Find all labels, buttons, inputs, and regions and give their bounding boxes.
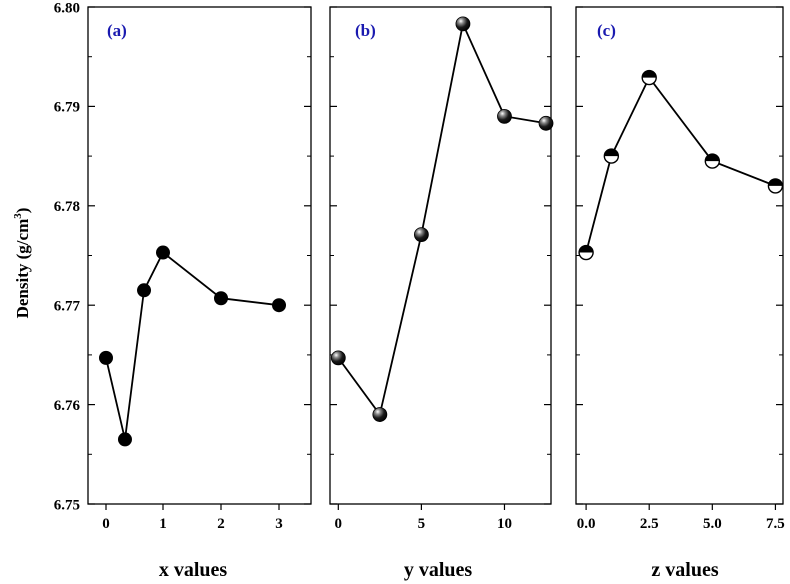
y-tick-label: 6.79 (54, 100, 80, 116)
data-point-half (642, 70, 657, 78)
x-tick-label: 0 (335, 516, 343, 532)
panel-a-series-line (105, 251, 280, 440)
x-tick-label: 0.0 (577, 516, 596, 532)
data-point-half (705, 154, 720, 162)
data-point (455, 16, 471, 32)
panel-b-label: (b) (355, 21, 376, 40)
data-point (372, 407, 388, 422)
panel-a: (a) x values 6.75 6.76 6.77 6.78 6.79 6.80 0 1 2… (54, 0, 312, 581)
data-point (99, 350, 113, 365)
x-tick-label: 5.0 (703, 516, 722, 532)
panel-c-x-axis-title: z values (651, 559, 718, 581)
panel-a-x-axis-title: x values (159, 559, 228, 581)
panel-b-x-axis-title: y values (404, 559, 473, 581)
y-tick-label: 6.78 (54, 199, 80, 215)
panel-c-y-ticks (576, 6, 783, 505)
panel-a-frame (87, 6, 312, 505)
y-tick-label: 6.75 (54, 497, 80, 513)
panel-a-x-ticks: 0 1 2 3 (102, 504, 283, 532)
data-point (117, 432, 132, 447)
y-axis-title-sup: 3 (12, 213, 24, 219)
data-point (156, 245, 170, 260)
data-point-half (579, 245, 594, 253)
data-point-half (604, 149, 619, 157)
panel-b-series-line (337, 20, 547, 417)
data-point-half (768, 178, 783, 186)
y-tick-label: 6.77 (54, 298, 81, 314)
x-tick-label: 0 (102, 516, 110, 532)
data-point (704, 153, 721, 169)
panel-b: (b) y values 0 5 10 (329, 6, 554, 581)
x-tick-label: 3 (275, 516, 283, 532)
x-tick-label: 2 (217, 516, 225, 532)
data-point (214, 291, 228, 306)
y-axis-title: Density (g/cm3) (12, 208, 32, 319)
data-point (578, 244, 594, 261)
panel-c: (c) z values 0.0 2.5 5.0 7.5 (575, 6, 785, 581)
svg-text:Density (g/cm3): Density (g/cm3) (12, 208, 32, 319)
data-point (413, 227, 429, 243)
x-tick-label: 10 (497, 516, 512, 532)
panel-b-frame (329, 6, 552, 505)
y-tick-label: 6.80 (54, 0, 80, 16)
y-axis-title-close: ) (13, 208, 32, 214)
x-tick-label: 7.5 (766, 516, 785, 532)
data-point (603, 148, 620, 164)
data-point (272, 298, 286, 313)
data-point (137, 283, 152, 298)
y-axis-title-text: Density (g/cm (13, 219, 32, 319)
data-point (330, 350, 346, 366)
x-tick-label: 1 (159, 516, 167, 532)
data-point (767, 178, 784, 194)
panel-c-x-ticks: 0.0 2.5 5.0 7.5 (577, 504, 785, 532)
x-tick-label: 5 (418, 516, 426, 532)
panel-c-label: (c) (597, 21, 616, 40)
panel-b-y-ticks (330, 6, 551, 505)
x-tick-label: 2.5 (640, 516, 659, 532)
data-point (538, 115, 554, 131)
panel-b-x-ticks: 0 5 10 (335, 504, 512, 532)
y-tick-label: 6.76 (54, 398, 81, 414)
data-point (641, 69, 657, 86)
panel-a-y-ticks: 6.75 6.76 6.77 6.78 6.79 6.80 (54, 0, 311, 513)
panel-c-frame (575, 6, 784, 505)
panel-a-label: (a) (107, 21, 127, 40)
panel-c-series-line (585, 75, 776, 253)
data-point (497, 108, 512, 124)
